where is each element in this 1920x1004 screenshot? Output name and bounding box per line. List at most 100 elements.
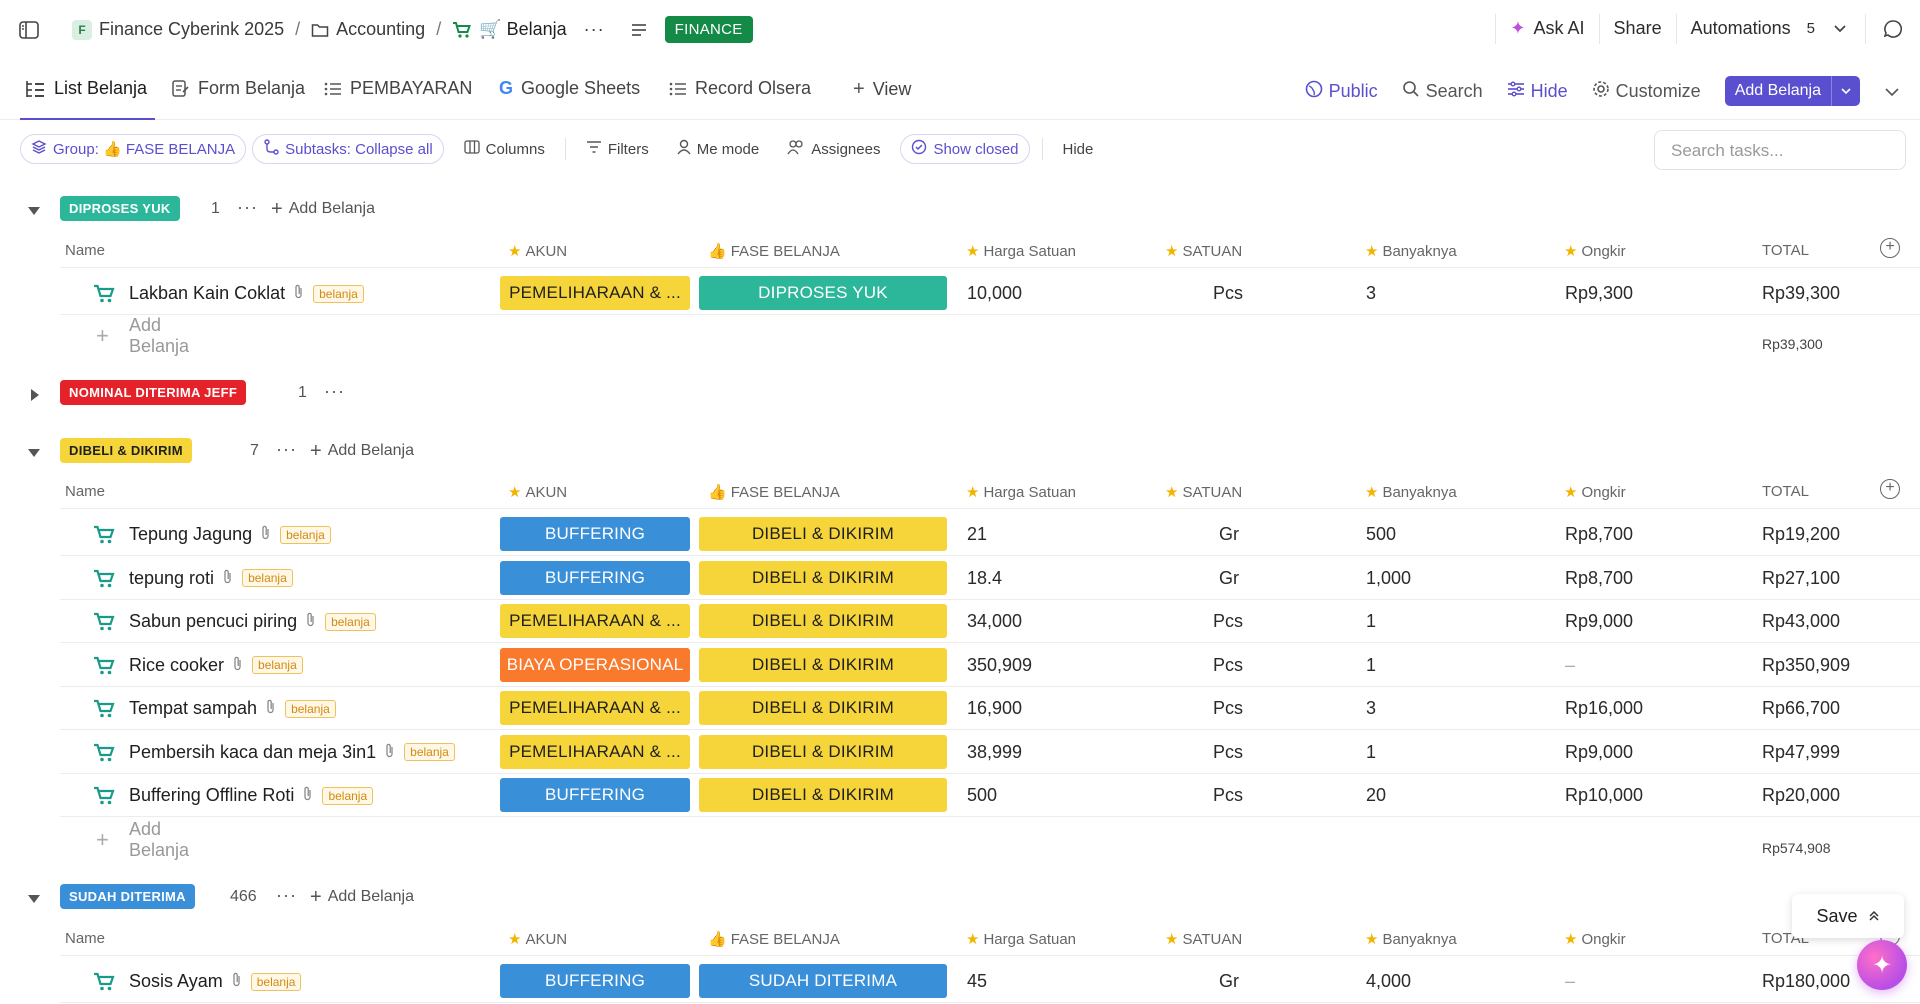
ai-assistant-button[interactable]: ✦ [1857, 940, 1907, 990]
akun-pill[interactable]: BUFFERING [500, 517, 690, 551]
group-more-icon[interactable]: ··· [276, 439, 297, 459]
fase-pill[interactable]: DIBELI & DIKIRIM [699, 734, 947, 769]
task-name-label[interactable]: Pembersih kaca dan meja 3in1 [129, 741, 377, 762]
satuan-cell[interactable]: Pcs [1213, 283, 1244, 303]
satuan-cell[interactable]: Gr [1219, 567, 1239, 588]
harga-cell[interactable]: 21 [967, 524, 988, 544]
task-tag[interactable]: belanja [280, 525, 331, 544]
column-header-banyak[interactable]: ★ Banyaknya [1365, 930, 1457, 948]
table-row[interactable]: Tempat sampah belanja PEMELIHARAAN & ... DI… [60, 687, 1920, 730]
show-closed-chip[interactable]: Show closed [900, 134, 1030, 164]
hide-button[interactable]: Hide [1507, 81, 1568, 102]
filters-button[interactable]: Filters [578, 140, 657, 158]
task-name[interactable]: Sosis Ayam belanja [129, 960, 302, 1003]
table-row[interactable]: Tepung Jagung belanja BUFFERING DIBELI & DI… [60, 513, 1920, 556]
group-status-badge[interactable]: DIBELI & DIKIRIM [60, 438, 192, 463]
ongkir-cell[interactable]: Rp9,300 [1565, 283, 1634, 303]
column-header-name[interactable]: Name [65, 242, 105, 259]
hide-filter-button[interactable]: Hide [1055, 141, 1102, 158]
group-add-belanja-button[interactable]: + Add Belanja [271, 199, 375, 219]
column-header-harga[interactable]: ★ Harga Satuan [966, 242, 1076, 260]
table-row[interactable]: tepung roti belanja BUFFERING DIBELI & DIKI… [60, 557, 1920, 600]
banyaknya-cell[interactable]: 1 [1366, 654, 1377, 675]
task-tag[interactable]: belanja [242, 569, 293, 587]
task-tag[interactable]: belanja [325, 612, 376, 631]
fase-pill[interactable]: SUDAH DITERIMA [699, 964, 947, 998]
satuan-cell[interactable]: Pcs [1213, 654, 1244, 675]
table-row[interactable]: Buffering Offline Roti belanja BUFFERING DI… [60, 774, 1920, 817]
satuan-cell[interactable]: Pcs [1213, 698, 1244, 718]
tab-form-belanja[interactable]: Form Belanja [170, 78, 305, 99]
group-status-badge[interactable]: DIPROSES YUK [60, 196, 180, 221]
task-tag[interactable]: belanja [313, 284, 364, 303]
collapse-caret-icon[interactable] [28, 207, 40, 215]
attachment-icon[interactable] [265, 699, 277, 718]
fase-pill[interactable]: DIPROSES YUK [699, 276, 947, 310]
banyaknya-cell[interactable]: 1 [1366, 611, 1377, 631]
harga-cell[interactable]: 34,000 [967, 611, 1023, 631]
column-header-ongkir[interactable]: ★ Ongkir [1564, 930, 1626, 948]
share-button[interactable]: Share [1600, 12, 1676, 45]
fase-pill[interactable]: DIBELI & DIKIRIM [699, 604, 947, 638]
column-header-total[interactable]: TOTAL [1762, 242, 1809, 259]
columns-button[interactable]: Columns [456, 140, 553, 158]
tab-google-sheets[interactable]: G Google Sheets [499, 78, 640, 99]
collapse-caret-icon[interactable] [28, 895, 40, 903]
customize-button[interactable]: Customize [1592, 80, 1701, 103]
group-add-belanja-button[interactable]: + Add Belanja [310, 887, 414, 907]
breadcrumb-workspace[interactable]: Finance Cyberink 2025 [99, 19, 285, 39]
task-tag[interactable]: belanja [404, 743, 455, 761]
breadcrumb-list[interactable]: 🛒 Belanja [479, 19, 567, 39]
task-name-label[interactable]: Sabun pencuci piring [129, 611, 298, 631]
satuan-cell[interactable]: Pcs [1213, 611, 1244, 631]
add-column-icon[interactable]: + [1880, 238, 1900, 258]
attachment-icon[interactable] [222, 569, 234, 588]
harga-cell[interactable]: 10,000 [967, 283, 1023, 303]
tab-list-belanja[interactable]: List Belanja [24, 78, 147, 99]
harga-cell[interactable]: 500 [967, 785, 998, 805]
column-header-satuan[interactable]: ★ SATUAN [1165, 930, 1242, 948]
attachment-icon[interactable] [293, 284, 305, 303]
ongkir-cell[interactable]: Rp10,000 [1565, 785, 1644, 805]
akun-pill[interactable]: PEMELIHARAAN & ... [500, 734, 690, 769]
task-name[interactable]: Tepung Jagung belanja [129, 513, 331, 556]
banyaknya-cell[interactable]: 1,000 [1366, 567, 1412, 588]
banyaknya-cell[interactable]: 3 [1366, 283, 1377, 303]
column-header-ongkir[interactable]: ★ Ongkir [1564, 483, 1626, 501]
task-name-label[interactable]: Sosis Ayam [129, 971, 223, 991]
column-header-ongkir[interactable]: ★ Ongkir [1564, 242, 1626, 260]
table-row[interactable]: Pembersih kaca dan meja 3in1 belanja PEMEL… [60, 731, 1920, 774]
group-more-icon[interactable]: ··· [237, 197, 258, 217]
satuan-cell[interactable]: Pcs [1213, 741, 1244, 762]
column-header-harga[interactable]: ★ Harga Satuan [966, 483, 1076, 501]
ask-ai-button[interactable]: ✦ Ask AI [1496, 12, 1598, 45]
task-tag[interactable]: belanja [252, 656, 303, 674]
column-header-fase[interactable]: 👍 FASE BELANJA [708, 242, 840, 260]
column-header-harga[interactable]: ★ Harga Satuan [966, 930, 1076, 948]
akun-pill[interactable]: BUFFERING [500, 964, 690, 998]
fase-pill[interactable]: DIBELI & DIKIRIM [699, 517, 947, 551]
group-more-icon[interactable]: ··· [276, 885, 297, 905]
akun-pill[interactable]: PEMELIHARAAN & ... [500, 276, 690, 310]
sidebar-toggle-icon[interactable] [18, 19, 40, 41]
task-tag[interactable]: belanja [250, 972, 302, 991]
ongkir-cell[interactable]: Rp9,000 [1565, 741, 1634, 762]
task-name-label[interactable]: Buffering Offline Roti [129, 785, 295, 805]
tab-pembayaran[interactable]: PEMBAYARAN [324, 78, 472, 99]
add-belanja-button[interactable]: Add Belanja [1724, 76, 1860, 106]
column-header-satuan[interactable]: ★ SATUAN [1165, 242, 1242, 260]
task-name-label[interactable]: tepung roti [129, 567, 215, 588]
task-name[interactable]: Rice cooker belanja [129, 644, 303, 687]
banyaknya-cell[interactable]: 3 [1366, 698, 1377, 718]
automations-button[interactable]: Automations 5 [1677, 12, 1829, 45]
task-name[interactable]: tepung roti belanja [129, 557, 293, 600]
harga-cell[interactable]: 16,900 [967, 698, 1023, 718]
description-icon[interactable] [630, 22, 648, 38]
column-header-satuan[interactable]: ★ SATUAN [1165, 483, 1242, 501]
add-column-icon[interactable]: + [1880, 479, 1900, 499]
task-name-label[interactable]: Tepung Jagung [129, 524, 253, 544]
satuan-cell[interactable]: Pcs [1213, 785, 1244, 805]
banyaknya-cell[interactable]: 20 [1366, 785, 1387, 805]
ongkir-cell[interactable]: Rp9,000 [1565, 611, 1634, 631]
group-by-chip[interactable]: Group: 👍 FASE BELANJA [20, 134, 247, 164]
